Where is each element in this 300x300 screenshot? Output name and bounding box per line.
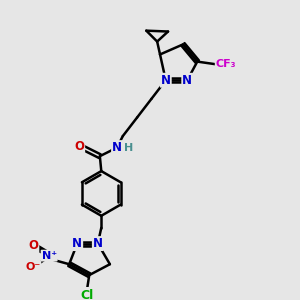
Text: CF₃: CF₃: [216, 59, 236, 70]
Text: N: N: [72, 237, 82, 250]
Text: O: O: [28, 239, 38, 252]
Text: N: N: [93, 237, 103, 250]
Text: N: N: [161, 74, 171, 87]
Text: O⁻: O⁻: [25, 262, 40, 272]
Text: O: O: [74, 140, 84, 153]
Text: N: N: [182, 74, 192, 87]
Text: N⁺: N⁺: [42, 250, 57, 261]
Text: N: N: [112, 141, 122, 154]
Text: H: H: [124, 142, 134, 153]
Text: Cl: Cl: [80, 289, 94, 300]
